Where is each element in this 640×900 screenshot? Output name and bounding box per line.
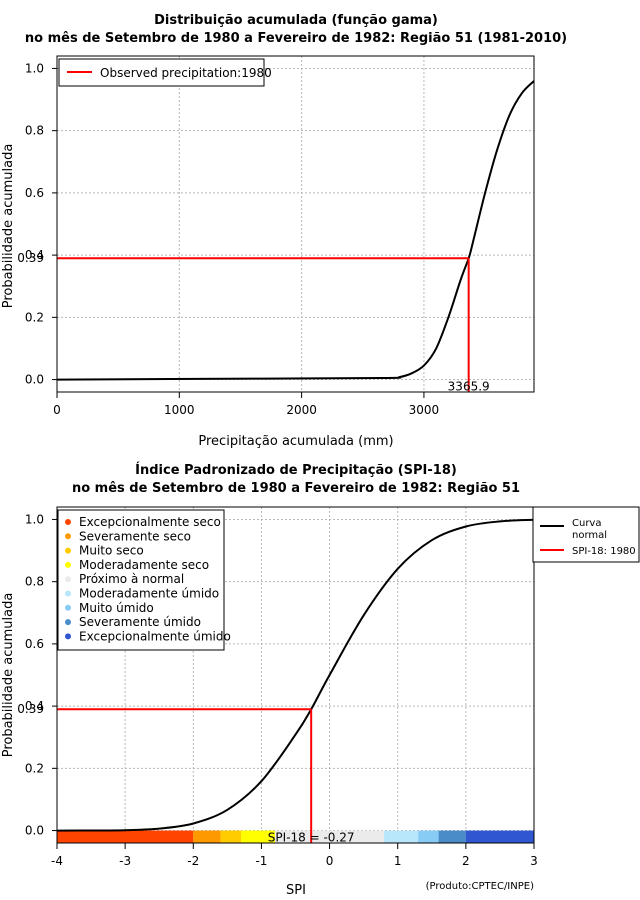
category-legend-dot: [65, 619, 71, 626]
bottom-y-axis-label: Probabilidade acumulada: [1, 593, 16, 758]
top-curve: [56, 80, 535, 381]
category-legend-label: Excepcionalmente úmido: [79, 629, 231, 643]
bottom-axis-ticks: -4 -3 -2 -1 0 1 2 3 0.0 0.2 0.4 0.6 0.8 1.0: [25, 512, 538, 868]
top-y-tick-label: 0.6: [25, 186, 44, 200]
top-y-axis-label: Probabilidade acumulada: [1, 144, 16, 309]
category-legend-dot: [65, 547, 71, 554]
bottom-y-tick-label: 0.6: [25, 637, 44, 651]
top-x-tick-label: 2000: [286, 403, 317, 417]
bottom-spi-y-label: 0.39: [17, 702, 44, 716]
top-y-tick-label: 0.4: [25, 248, 44, 262]
top-observed-x-label: 3365.9: [448, 380, 490, 394]
category-band: [220, 830, 241, 843]
category-band: [384, 830, 419, 843]
bottom-curve: [56, 518, 535, 832]
top-observed-y-label: 0.39: [17, 251, 44, 265]
bottom-x-tick-label: -4: [51, 854, 63, 868]
top-x-axis-label: Precipitação acumulada (mm): [198, 434, 393, 449]
spi-panel: Índice Padronizado de Precipitação (SPI-…: [1, 462, 640, 898]
category-band: [275, 830, 385, 843]
top-x-tick-label: 1000: [164, 403, 195, 417]
top-grid: [56, 56, 534, 392]
bottom-x-tick-label: 0: [326, 854, 334, 868]
category-legend-label: Severamente úmido: [79, 615, 201, 629]
bottom-title-line-1: Índice Padronizado de Precipitação (SPI-…: [135, 462, 457, 478]
bottom-curve-layer: [56, 518, 535, 832]
category-band: [418, 830, 439, 843]
top-y-tick-label: 0.8: [25, 124, 44, 138]
top-title-line-2: no mês de Setembro de 1980 a Fevereiro d…: [25, 31, 567, 46]
category-legend-dot: [65, 590, 71, 597]
category-band: [57, 830, 194, 843]
category-legend-label: Muito úmido: [79, 601, 154, 615]
category-band: [193, 830, 221, 843]
bottom-x-tick-label: 3: [530, 854, 538, 868]
top-y-tick-label: 1.0: [25, 61, 44, 75]
top-x-tick-label: 3000: [409, 403, 440, 417]
category-band: [465, 830, 534, 843]
category-legend-label: Severamente seco: [79, 529, 191, 543]
category-band: [240, 830, 276, 843]
bottom-x-axis-label: SPI: [286, 883, 306, 898]
bottom-x-tick-label: -1: [255, 854, 267, 868]
top-y-tick-label: 0.2: [25, 310, 44, 324]
bottom-x-tick-label: 2: [462, 854, 470, 868]
bottom-title-line-2: no mês de Setembro de 1980 a Fevereiro d…: [72, 481, 520, 496]
line-legend-box: [532, 506, 640, 563]
top-axis-ticks: 0 1000 2000 3000 0.0 0.2 0.4 0.6 0.8 1.0: [25, 61, 439, 417]
bottom-y-tick-label: 0.2: [25, 761, 44, 775]
bottom-x-tick-label: 1: [394, 854, 402, 868]
category-legend-dot: [65, 576, 71, 583]
category-legend-dot: [65, 561, 71, 568]
category-band-layer: [57, 830, 534, 843]
category-legend-label: Moderadamente seco: [79, 558, 209, 572]
bottom-spi-value-label: SPI-18 = -0.27: [268, 831, 355, 845]
bottom-x-tick-label: -3: [119, 854, 131, 868]
top-y-tick-label: 0.0: [25, 373, 44, 387]
category-legend-dot: [65, 533, 71, 540]
top-plot-frame: [56, 55, 535, 393]
top-title-line-1: Distribuição acumulada (função gama): [154, 13, 438, 28]
category-legend-label: Moderadamente úmido: [79, 587, 219, 601]
credit-text: (Produto:CPTEC/INPE): [426, 881, 534, 892]
category-legend-label: Próximo à normal: [79, 572, 184, 586]
category-legend-box: [57, 509, 225, 651]
bottom-y-tick-label: 0.0: [25, 824, 44, 838]
category-legend-dot: [65, 519, 71, 525]
line-legend-curve-label-2: normal: [572, 530, 607, 541]
bottom-y-tick-label: 0.4: [25, 699, 44, 713]
top-observed-layer: 3365.9 0.39: [17, 251, 489, 393]
category-legend-dot: [65, 604, 71, 611]
category-legend-dot: [65, 633, 71, 640]
bottom-spi-layer: SPI-18 = -0.27 0.39: [17, 702, 354, 844]
bottom-plot-frame: [56, 506, 535, 844]
top-legend: Observed precipitation:1980: [58, 58, 272, 87]
line-legend-curve-label-1: Curva: [572, 518, 601, 529]
category-band: [438, 830, 466, 843]
line-legend: Curva normal SPI-18: 1980: [532, 506, 640, 563]
category-legend-label: Excepcionalmente seco: [79, 515, 221, 529]
top-legend-label: Observed precipitation:1980: [100, 66, 272, 80]
bottom-x-tick-label: -2: [187, 854, 199, 868]
line-legend-spi-label: SPI-18: 1980: [572, 546, 636, 557]
category-legend-label: Muito seco: [79, 544, 144, 558]
top-curve-layer: [56, 80, 535, 381]
top-legend-box: [58, 58, 265, 87]
bottom-y-tick-label: 1.0: [25, 512, 44, 526]
top-x-tick-label: 0: [53, 403, 61, 417]
bottom-y-tick-label: 0.8: [25, 575, 44, 589]
gamma-distribution-panel: Distribuição acumulada (função gama) no …: [1, 13, 567, 449]
